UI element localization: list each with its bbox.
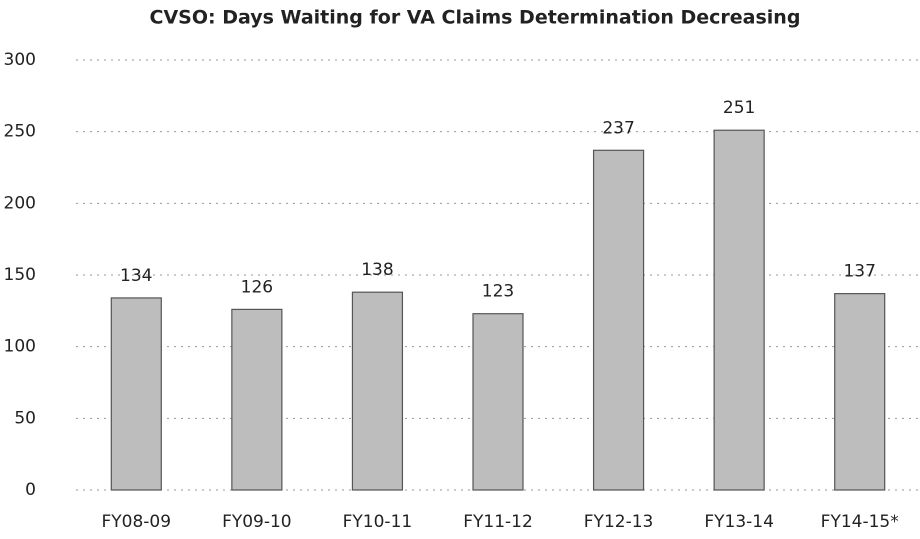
data-label: 134 [120,266,152,286]
bar [110,297,162,491]
y-tick-label: 300 [4,50,36,70]
y-tick-label: 0 [25,480,36,500]
data-label: 237 [602,118,634,138]
data-label: 126 [241,277,273,297]
bar [231,308,283,491]
x-tick-label: FY12-13 [584,512,654,532]
data-label: 123 [482,282,514,302]
chart-title: CVSO: Days Waiting for VA Claims Determi… [150,7,801,29]
x-tick-label: FY09-10 [222,512,292,532]
bar [834,293,886,491]
x-tick-label: FY11-12 [463,512,533,532]
y-tick-label: 100 [4,337,36,357]
data-label: 137 [843,262,875,282]
bar [472,313,524,491]
y-tick-label: 50 [14,408,36,428]
y-tick-label: 250 [4,122,36,142]
x-tick-label: FY10-11 [343,512,413,532]
bar [713,129,765,491]
y-tick-label: 150 [4,265,36,285]
y-tick-label: 200 [4,193,36,213]
data-label: 251 [723,98,755,118]
x-tick-label: FY08-09 [102,512,172,532]
x-tick-label: FY14-15* [821,512,899,532]
bar [592,149,645,491]
data-label: 138 [361,260,393,280]
x-tick-label: FY13-14 [704,512,774,532]
bar [351,291,404,491]
